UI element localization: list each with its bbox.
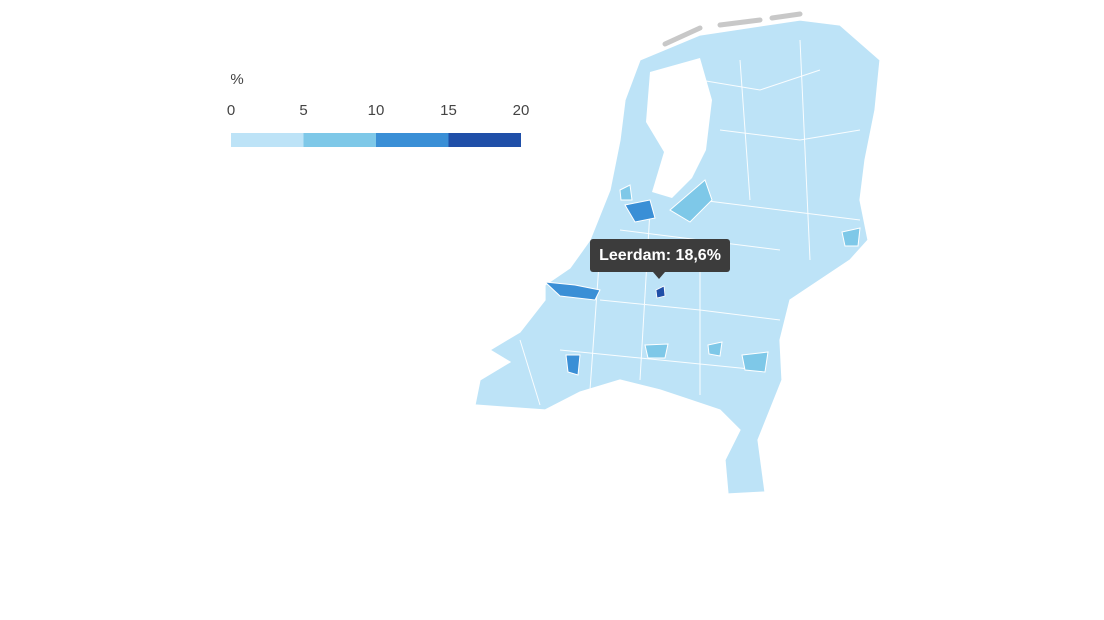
legend-swatch	[303, 133, 376, 147]
region-borders	[519, 39, 861, 406]
legend-tick-label: 0	[227, 102, 235, 119]
legend-swatch	[376, 133, 449, 147]
region	[619, 184, 633, 201]
legend-swatch	[448, 133, 521, 147]
legend-tick-label: 20	[513, 102, 530, 119]
wadden-islands	[662, 11, 803, 47]
legend-tick-label: 10	[368, 102, 385, 119]
legend-title: %	[230, 71, 243, 88]
tooltip-pointer	[653, 272, 665, 279]
region	[707, 341, 723, 357]
tooltip-text: Leerdam: 18,6%	[599, 247, 721, 264]
region	[741, 351, 769, 373]
legend-tick-label: 5	[299, 102, 307, 119]
region	[543, 281, 601, 301]
region	[669, 179, 713, 223]
legend: 0 5 10 15 20	[227, 102, 530, 147]
tooltip: Leerdam: 18,6%	[590, 239, 730, 279]
region	[565, 354, 581, 376]
legend-tick-label: 15	[440, 102, 457, 119]
region	[624, 199, 656, 223]
ijsselmeer	[646, 58, 712, 198]
tooltip-box	[590, 239, 730, 272]
region	[841, 227, 861, 247]
highlighted-region[interactable]	[655, 285, 666, 299]
legend-swatch	[231, 133, 304, 147]
region	[644, 343, 669, 359]
